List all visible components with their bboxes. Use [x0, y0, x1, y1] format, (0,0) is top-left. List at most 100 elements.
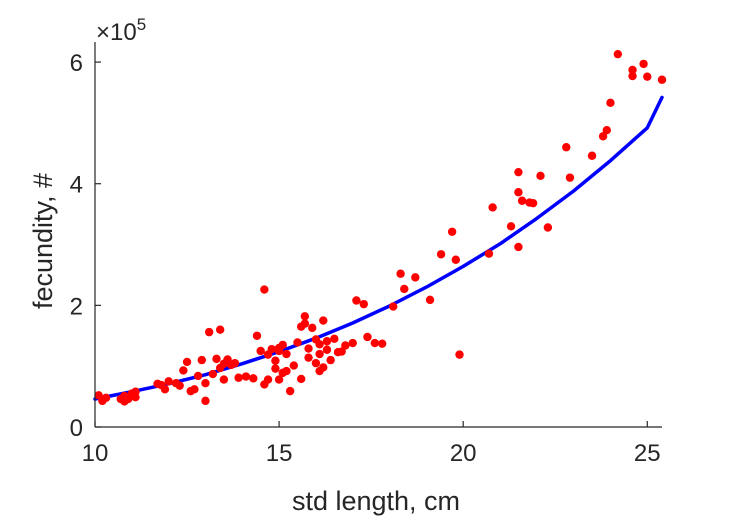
- data-point: [628, 65, 637, 75]
- data-point: [436, 250, 446, 259]
- y-tick-label: 4: [70, 172, 83, 199]
- x-tick-label: 10: [82, 440, 109, 467]
- data-point: [315, 340, 324, 349]
- data-point: [300, 319, 310, 328]
- y-ticks: 0 2 4 6: [70, 50, 101, 442]
- data-point: [389, 302, 398, 311]
- data-point: [252, 331, 262, 340]
- data-point: [249, 374, 258, 383]
- data-point: [315, 349, 324, 359]
- data-point: [447, 227, 457, 236]
- data-point: [282, 349, 291, 359]
- data-point: [201, 396, 210, 406]
- y-tick-label: 0: [70, 415, 83, 442]
- data-point: [271, 356, 280, 365]
- data-point: [451, 255, 461, 264]
- data-point: [484, 249, 494, 258]
- data-point: [256, 346, 265, 356]
- data-point: [643, 72, 652, 81]
- data-point: [352, 296, 361, 305]
- fit-curve-layer: [93, 95, 664, 401]
- data-point: [514, 188, 523, 197]
- data-point: [311, 358, 321, 368]
- x-axis-label: std length, cm: [292, 486, 460, 516]
- data-point: [326, 355, 335, 365]
- data-point: [197, 355, 206, 365]
- data-point: [201, 379, 210, 388]
- data-point: [190, 385, 199, 394]
- data-point: [562, 143, 571, 152]
- data-point: [182, 357, 192, 367]
- data-point: [396, 269, 405, 278]
- y-axis-multiplier: ×105: [96, 15, 146, 46]
- data-point: [348, 338, 357, 348]
- data-point: [657, 75, 667, 84]
- data-point: [363, 332, 372, 342]
- data-point: [613, 49, 623, 59]
- data-point: [565, 173, 575, 182]
- data-point: [455, 350, 464, 359]
- y-axis-label: fecundity, #: [28, 173, 58, 309]
- data-point: [304, 344, 313, 353]
- data-point: [359, 299, 368, 309]
- data-point: [377, 339, 387, 348]
- y-tick-label: 2: [70, 293, 83, 320]
- data-point: [514, 167, 523, 177]
- data-point: [230, 358, 240, 368]
- data-point: [411, 273, 420, 282]
- data-point: [319, 316, 328, 325]
- data-point: [278, 340, 287, 350]
- data-point: [263, 375, 273, 384]
- data-point: [488, 203, 497, 212]
- x-ticks: 10 15 20 25: [82, 421, 661, 467]
- x-tick-label: 25: [634, 440, 661, 467]
- points-layer: [94, 49, 667, 406]
- data-point: [506, 222, 516, 231]
- data-point: [241, 372, 251, 381]
- y-axis-multiplier-exponent: 5: [137, 15, 146, 34]
- data-point: [101, 393, 111, 403]
- fit-curve: [93, 95, 664, 401]
- data-point: [370, 338, 380, 348]
- data-point: [267, 344, 276, 354]
- data-point: [271, 364, 280, 373]
- data-point: [543, 223, 553, 232]
- data-point: [322, 337, 332, 346]
- data-point: [179, 366, 188, 375]
- data-point: [308, 323, 317, 333]
- data-point: [175, 381, 184, 390]
- data-point: [274, 375, 284, 384]
- data-point: [164, 377, 173, 386]
- data-point: [289, 361, 299, 370]
- data-point: [587, 151, 597, 160]
- data-point: [282, 366, 291, 376]
- data-point: [215, 325, 225, 334]
- data-point: [319, 363, 328, 372]
- data-point: [212, 354, 221, 364]
- data-point: [425, 295, 435, 305]
- data-point: [296, 374, 306, 384]
- data-point: [219, 375, 229, 384]
- y-axis-multiplier-base: ×10: [96, 19, 137, 46]
- data-point: [330, 334, 339, 344]
- x-tick-label: 20: [450, 440, 477, 467]
- data-point: [639, 59, 648, 69]
- data-point: [260, 285, 269, 294]
- data-point: [536, 171, 545, 181]
- data-point: [304, 353, 313, 362]
- data-point: [293, 338, 302, 347]
- data-point: [602, 126, 611, 135]
- data-point: [193, 371, 203, 381]
- y-tick-label: 6: [70, 50, 83, 77]
- data-point: [204, 327, 214, 337]
- data-point: [234, 373, 243, 382]
- axes: [94, 42, 662, 428]
- data-point: [628, 71, 637, 81]
- data-point: [131, 387, 140, 396]
- data-point: [517, 196, 527, 205]
- data-point: [514, 242, 523, 252]
- data-point: [300, 312, 310, 321]
- data-point: [528, 198, 538, 208]
- data-point: [285, 386, 295, 396]
